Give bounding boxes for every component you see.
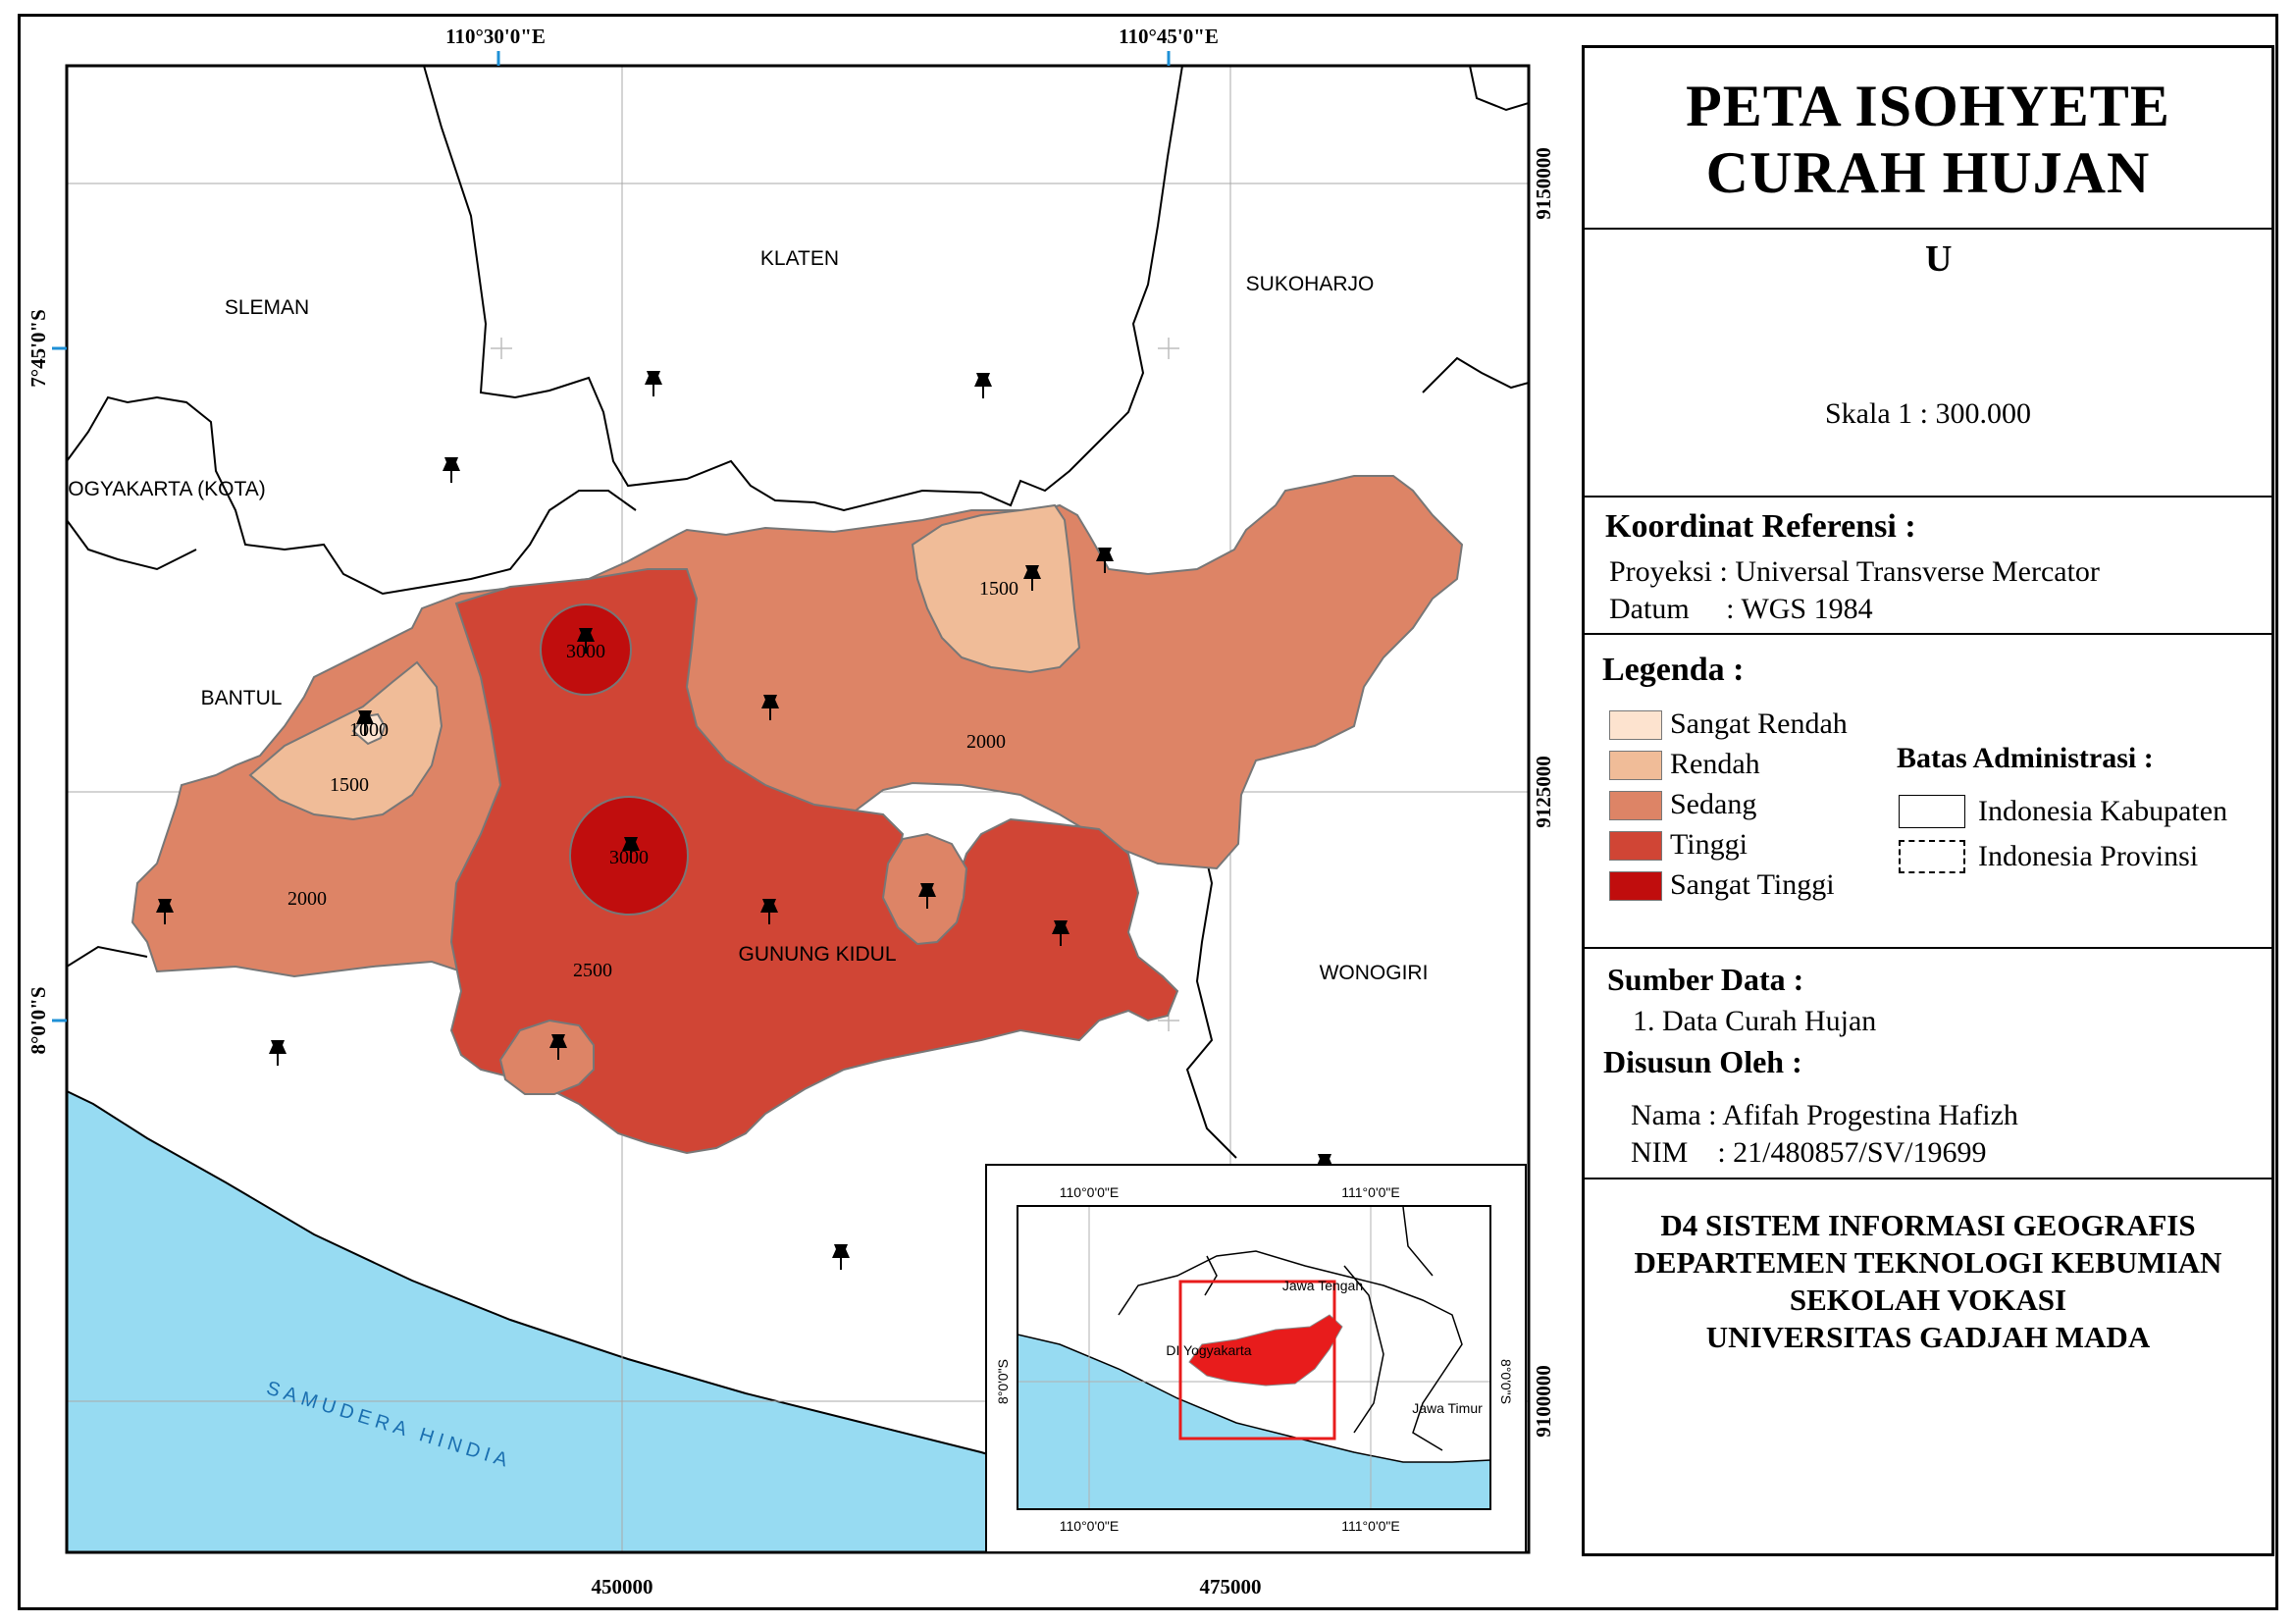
inset-study-area-box (1178, 1280, 1336, 1441)
region-label-yogyakarta: YOGYAKARTA (KOTA) (54, 478, 266, 500)
institution-line: DEPARTEMEN TEKNOLOGI KEBUMIAN (1634, 1245, 2222, 1280)
isohyet-label: 2000 (287, 888, 327, 910)
left-tick-label: 7°45'0"S (26, 309, 50, 388)
admin-swatch-kabupaten (1899, 795, 1965, 828)
left-tick-label: 8°0'0"S (26, 986, 50, 1054)
region-label-sukoharjo: SUKOHARJO (1246, 273, 1375, 295)
legend-swatch-rendah (1609, 751, 1662, 780)
inset-left-tick: 8°0'0"S (995, 1359, 1011, 1404)
legend-label: Tinggi (1670, 828, 1748, 861)
admin-heading: Batas Administrasi : (1897, 742, 2154, 774)
legend-label: Rendah (1670, 748, 1760, 780)
map-frame (18, 14, 2278, 1610)
source-item: 1. Data Curah Hujan (1633, 1005, 1877, 1037)
north-letter: U (1925, 238, 1953, 280)
author-heading: Disusun Oleh : (1603, 1044, 1802, 1079)
region-label-bantul: BANTUL (201, 687, 283, 709)
admin-label: Indonesia Provinsi (1978, 840, 2199, 872)
zone-tinggi (449, 568, 1179, 1155)
legend-swatch-sangat-tinggi (1609, 871, 1662, 901)
author-nim: NIM : 21/480857/SV/19699 (1631, 1136, 1987, 1169)
map-neatline (65, 64, 1531, 1554)
inset-right-tick: 8°0'0"S (1498, 1359, 1514, 1404)
legend-swatch-sangat-rendah (1609, 710, 1662, 740)
isohyet-label: 1500 (330, 774, 369, 796)
institution-line: SEKOLAH VOKASI (1789, 1283, 2067, 1317)
right-tick-label: 9100000 (1532, 1365, 1555, 1438)
projection-text: Proyeksi : Universal Transverse Mercator (1609, 555, 2100, 588)
legend-label: Sangat Tinggi (1670, 868, 1835, 901)
institution-line: D4 SISTEM INFORMASI GEOGRAFIS (1660, 1208, 2196, 1242)
isohyet-label: 1000 (349, 719, 389, 741)
inset-sea (1018, 1334, 1490, 1509)
datum-text: Datum : WGS 1984 (1609, 593, 1873, 625)
admin-label: Indonesia Kabupaten (1978, 795, 2228, 827)
region-label-gunung-kidul: GUNUNG KIDUL (738, 943, 896, 966)
region-label-klaten: KLATEN (760, 247, 839, 270)
isohyet-label: 1500 (979, 578, 1018, 600)
top-tick-label: 110°30'0"E (445, 25, 546, 48)
panel-divider (1582, 228, 2274, 230)
region-label-sleman: SLEMAN (225, 296, 309, 319)
panel-divider (1582, 633, 2274, 635)
right-tick-label: 9125000 (1532, 756, 1555, 828)
zone-sangat-tinggi-south (569, 796, 689, 916)
coord-ref-heading: Koordinat Referensi : (1605, 508, 1916, 545)
scale-text: Skala 1 : 300.000 (1825, 397, 2031, 430)
author-name: Nama : Afifah Progestina Hafizh (1631, 1099, 2018, 1131)
legend-swatch-tinggi (1609, 831, 1662, 861)
side-panel (1582, 45, 2274, 1556)
right-tick-label: 9150000 (1532, 147, 1555, 220)
coordinate-ticks (52, 51, 1171, 1022)
map-title-line1: PETA ISOHYETE (1686, 74, 2170, 138)
bottom-tick-label: 450000 (592, 1575, 653, 1598)
inset-label-jawa-timur: Jawa Timur (1412, 1400, 1483, 1416)
panel-divider (1582, 947, 2274, 949)
legend-swatch-sedang (1609, 791, 1662, 820)
inset-label-jawa-tengah: Jawa Tengah (1282, 1278, 1363, 1293)
legend-label: Sedang (1670, 788, 1757, 820)
zone-rendah-east (911, 503, 1081, 674)
inset-bottom-tick: 111°0'0"E (1341, 1518, 1399, 1534)
legend-label: Sangat Rendah (1670, 707, 1848, 740)
inset-label-diy: DI Yogyakarta (1166, 1342, 1251, 1358)
kabupaten-boundaries (67, 66, 1529, 1159)
bottom-tick-label: 475000 (1200, 1575, 1262, 1598)
region-label-wonogiri: WONOGIRI (1320, 962, 1429, 984)
inset-bottom-tick: 110°0'0"E (1060, 1518, 1119, 1534)
inset-map[interactable]: Jawa Tengah DI Yogyakarta Jawa Timur 110… (985, 1164, 1527, 1553)
top-tick-label: 110°45'0"E (1119, 25, 1219, 48)
institution-line: UNIVERSITAS GADJAH MADA (1705, 1320, 2151, 1354)
panel-divider (1582, 496, 2274, 498)
isohyet-label: 2000 (966, 731, 1006, 753)
source-heading: Sumber Data : (1607, 962, 1804, 997)
zone-sedang-south-2 (498, 1019, 595, 1095)
admin-swatch-provinsi (1899, 840, 1965, 873)
inset-top-tick: 111°0'0"E (1341, 1184, 1399, 1200)
zone-rendah-west (248, 660, 444, 821)
panel-divider (1582, 1178, 2274, 1179)
map-title-line2: CURAH HUJAN (1705, 140, 2151, 205)
isohyet-label: 2500 (573, 960, 612, 981)
inset-top-tick: 110°0'0"E (1060, 1184, 1119, 1200)
isohyet-label: 3000 (609, 847, 649, 868)
legend-heading: Legenda : (1602, 652, 1745, 688)
